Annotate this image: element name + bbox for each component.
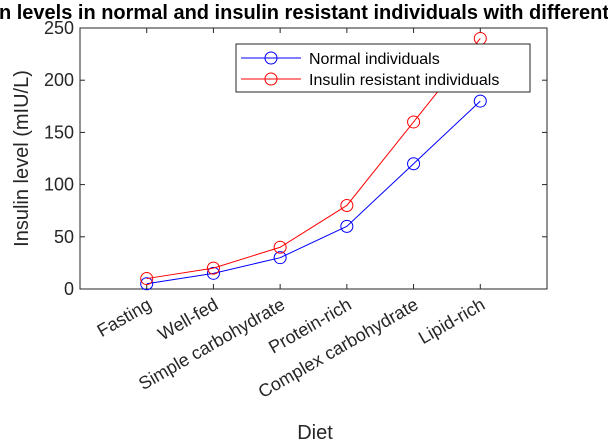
legend-label-insulin-resistant-individuals: Insulin resistant individuals [309, 72, 499, 89]
y-tick-label: 150 [44, 122, 74, 142]
legend-marker-circle [264, 51, 278, 65]
y-tick-label: 0 [64, 279, 74, 299]
chart-title: Insulin levels in normal and insulin res… [0, 2, 608, 24]
series-normal-individuals [140, 94, 487, 291]
data-point-insulin-resistant-individuals-protein-rich [340, 198, 354, 212]
y-axis-label: Insulin level (mIU/L) [11, 70, 33, 247]
x-tick-label-fasting: Fasting [94, 294, 155, 341]
x-axis-label: Diet [297, 422, 333, 443]
series-layer [140, 31, 487, 291]
data-point-normal-individuals-lipid-rich [473, 94, 487, 108]
data-point-insulin-resistant-individuals-fasting [140, 272, 154, 286]
legend-label-normal-individuals: Normal individuals [309, 51, 440, 68]
data-point-insulin-resistant-individuals-simple-carbohydrate [273, 240, 287, 254]
data-point-normal-individuals-simple-carbohydrate [273, 251, 287, 265]
legend-box [235, 43, 531, 93]
data-point-insulin-resistant-individuals-complex-carbohydrate [407, 115, 421, 129]
data-point-normal-individuals-protein-rich [340, 219, 354, 233]
legend-marker-circle [264, 72, 278, 86]
data-point-normal-individuals-complex-carbohydrate [407, 157, 421, 171]
series-insulin-resistant-individuals [140, 31, 487, 286]
y-tick-label: 50 [54, 227, 74, 247]
series-line-insulin-resistant-individuals [146, 38, 481, 280]
y-tick-label: 250 [44, 18, 74, 38]
legend-entry-insulin-resistant-individuals: Insulin resistant individuals [241, 72, 499, 89]
data-point-insulin-resistant-individuals-well-fed [206, 261, 220, 275]
y-axis: 0 50 100 150 200 250 [44, 18, 547, 299]
legend: Normal individuals Insulin resistant indi… [235, 43, 531, 93]
legend-entry-normal-individuals: Normal individuals [241, 51, 440, 68]
data-point-normal-individuals-well-fed [206, 266, 220, 280]
x-tick-label-lipid-rich: Lipid-rich [415, 294, 488, 348]
y-tick-label: 200 [44, 70, 74, 90]
series-line-normal-individuals [146, 100, 481, 285]
data-point-normal-individuals-fasting [140, 277, 154, 291]
y-tick-label: 100 [44, 175, 74, 195]
